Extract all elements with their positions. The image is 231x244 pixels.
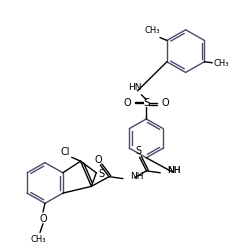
Text: CH₃: CH₃ — [30, 235, 46, 244]
Text: O: O — [124, 99, 131, 109]
Text: O: O — [161, 99, 169, 109]
Text: Cl: Cl — [60, 147, 70, 157]
Text: CH₃: CH₃ — [144, 26, 160, 35]
Text: O: O — [94, 155, 102, 165]
Text: NH: NH — [167, 166, 181, 175]
Text: S: S — [136, 146, 142, 156]
Text: S: S — [143, 99, 150, 109]
Text: NH: NH — [167, 166, 181, 175]
Text: HN: HN — [128, 83, 141, 92]
Text: CH₃: CH₃ — [213, 59, 229, 68]
Text: O: O — [39, 214, 47, 224]
Text: NH: NH — [130, 172, 143, 181]
Text: S: S — [98, 169, 104, 179]
